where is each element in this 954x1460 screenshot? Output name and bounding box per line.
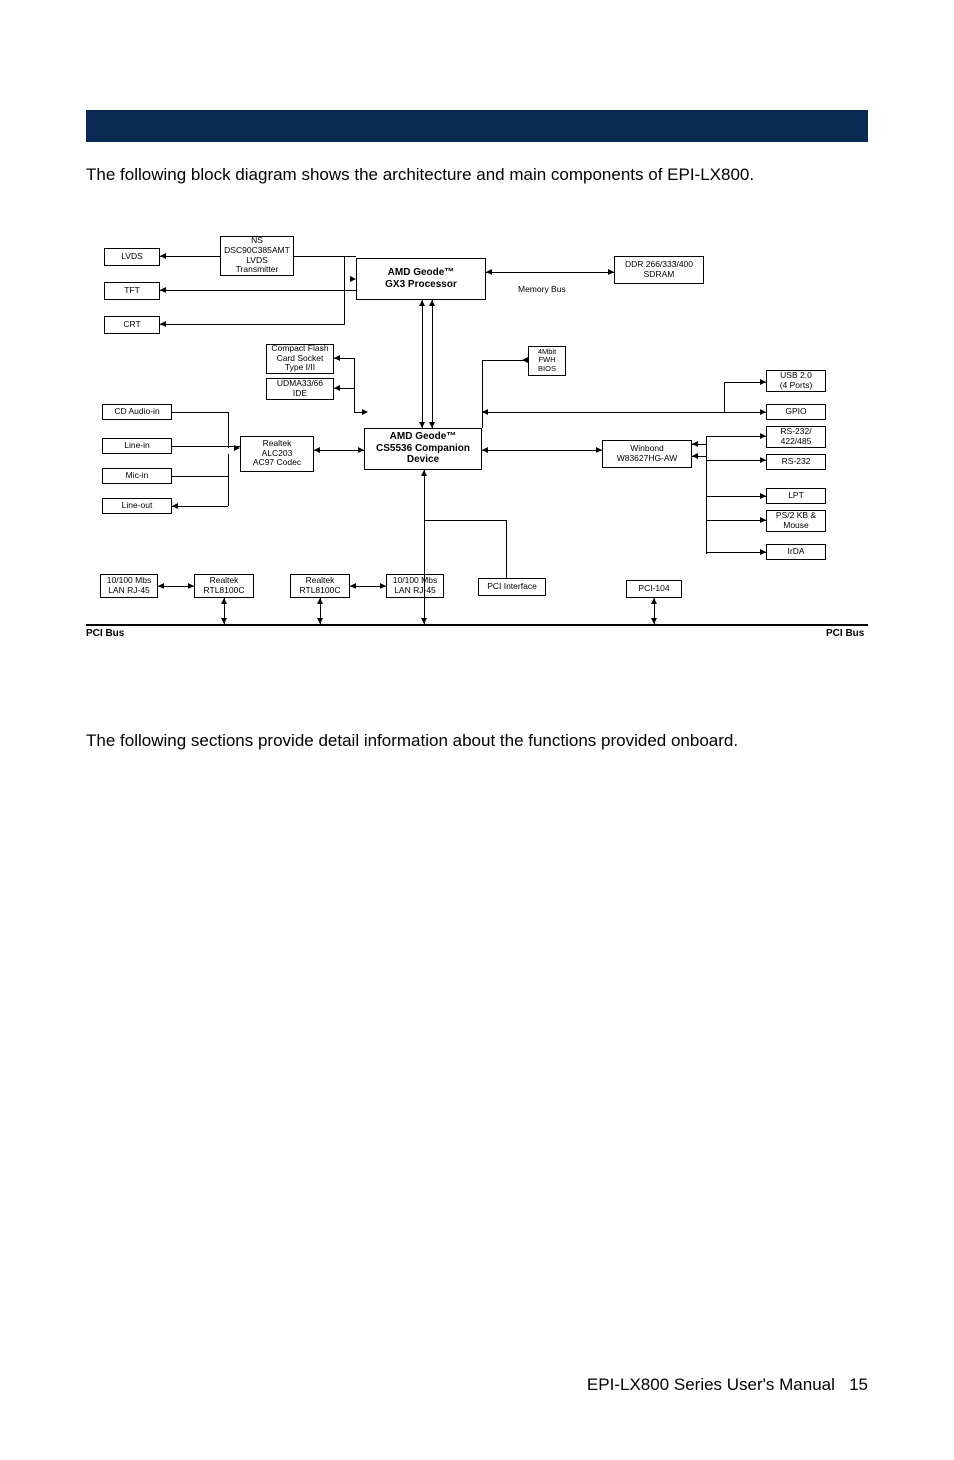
node-ps2: PS/2 KB & Mouse — [766, 510, 826, 532]
node-lpt: LPT — [766, 488, 826, 504]
node-rs232485: RS-232/ 422/485 — [766, 426, 826, 448]
node-cdaudio: CD Audio-in — [102, 404, 172, 420]
header-bar — [86, 110, 868, 142]
node-cpu: AMD Geode™ GX3 Processor — [356, 258, 486, 300]
node-rs232: RS-232 — [766, 454, 826, 470]
node-cflash: Compact Flash Card Socket Type I/II — [266, 344, 334, 374]
node-rtl2: Realtek RTL8100C — [290, 574, 350, 598]
node-lanrj1: 10/100 Mbs LAN RJ-45 — [100, 574, 158, 598]
label-membus: Memory Bus — [518, 284, 566, 294]
node-pci104: PCI-104 — [626, 580, 682, 598]
outro-text: The following sections provide detail in… — [86, 728, 868, 754]
node-nsxmit: NS DSC90C385AMT LVDS Transmitter — [220, 236, 294, 276]
node-pciintf: PCI Interface — [478, 578, 546, 596]
label-pcibus-left: PCI Bus — [86, 628, 124, 639]
intro-text: The following block diagram shows the ar… — [86, 162, 868, 188]
pci-bus-line — [86, 624, 868, 626]
node-gpio: GPIO — [766, 404, 826, 420]
node-ddr: DDR 266/333/400 SDRAM — [614, 256, 704, 284]
node-irda: IrDA — [766, 544, 826, 560]
node-crt: CRT — [104, 316, 160, 334]
node-lineout: Line-out — [102, 498, 172, 514]
footer-page: 15 — [849, 1375, 868, 1394]
block-diagram: LVDS TFT CRT NS DSC90C385AMT LVDS Transm… — [86, 228, 868, 668]
node-rtl1: Realtek RTL8100C — [194, 574, 254, 598]
footer-prefix: EPI-LX800 Series User's Manual — [587, 1375, 835, 1394]
node-alc: Realtek ALC203 AC97 Codec — [240, 436, 314, 472]
node-lvds: LVDS — [104, 248, 160, 266]
node-micin: Mic-in — [102, 468, 172, 484]
label-pcibus-right: PCI Bus — [826, 628, 864, 639]
footer: EPI-LX800 Series User's Manual 15 — [587, 1375, 868, 1395]
node-usb: USB 2.0 (4 Ports) — [766, 370, 826, 392]
node-linein: Line-in — [102, 438, 172, 454]
node-tft: TFT — [104, 282, 160, 300]
node-fwh: 4Mbit FWH BIOS — [528, 346, 566, 376]
node-winbond: Winbond W83627HG-AW — [602, 440, 692, 468]
node-udma: UDMA33/66 IDE — [266, 378, 334, 400]
node-cs5536: AMD Geode™ CS5536 Companion Device — [364, 428, 482, 470]
node-lanrj2: 10/100 Mbs LAN RJ-45 — [386, 574, 444, 598]
